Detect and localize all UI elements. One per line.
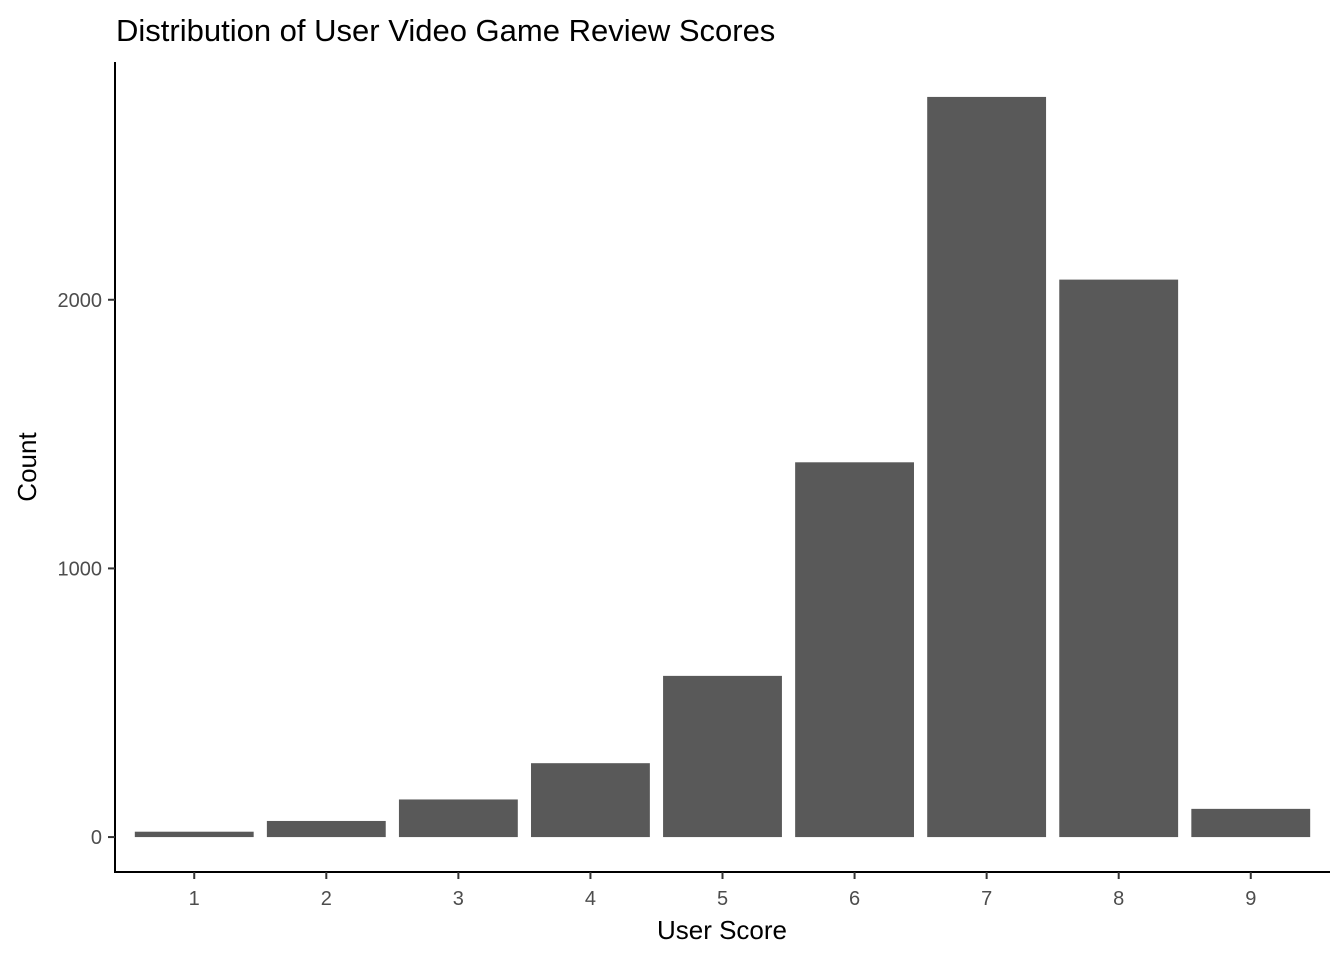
- x-tick-label: 1: [189, 888, 200, 910]
- y-tick-label: 0: [91, 827, 102, 849]
- bar-6: [795, 462, 914, 838]
- chart-title: Distribution of User Video Game Review S…: [116, 13, 775, 48]
- x-tick-label: 9: [1245, 888, 1256, 910]
- bar-1: [134, 831, 254, 838]
- x-tick-label: 8: [1113, 888, 1124, 910]
- y-tick-label: 2000: [58, 290, 103, 312]
- x-tick-label: 3: [453, 888, 464, 910]
- x-tick-label: 2: [321, 888, 332, 910]
- y-axis-ticks: 0 1000 2000: [58, 290, 115, 849]
- y-axis-title: Count: [12, 432, 42, 502]
- bar-3: [398, 799, 518, 838]
- bar-9: [1191, 808, 1311, 838]
- bar-8: [1059, 279, 1179, 838]
- x-tick-label: 5: [717, 888, 728, 910]
- y-tick-label: 1000: [58, 558, 103, 580]
- bar-7: [927, 96, 1047, 838]
- x-axis-title: User Score: [657, 915, 787, 945]
- bar-4: [531, 763, 650, 838]
- bars-group: [134, 96, 1311, 838]
- bar-5: [663, 675, 782, 838]
- x-tick-label: 7: [981, 888, 992, 910]
- bar-2: [266, 820, 386, 838]
- x-tick-label: 6: [849, 888, 860, 910]
- x-axis-ticks: 1 2 3 4 5 6 7 8 9: [189, 872, 1256, 910]
- x-tick-label: 4: [585, 888, 596, 910]
